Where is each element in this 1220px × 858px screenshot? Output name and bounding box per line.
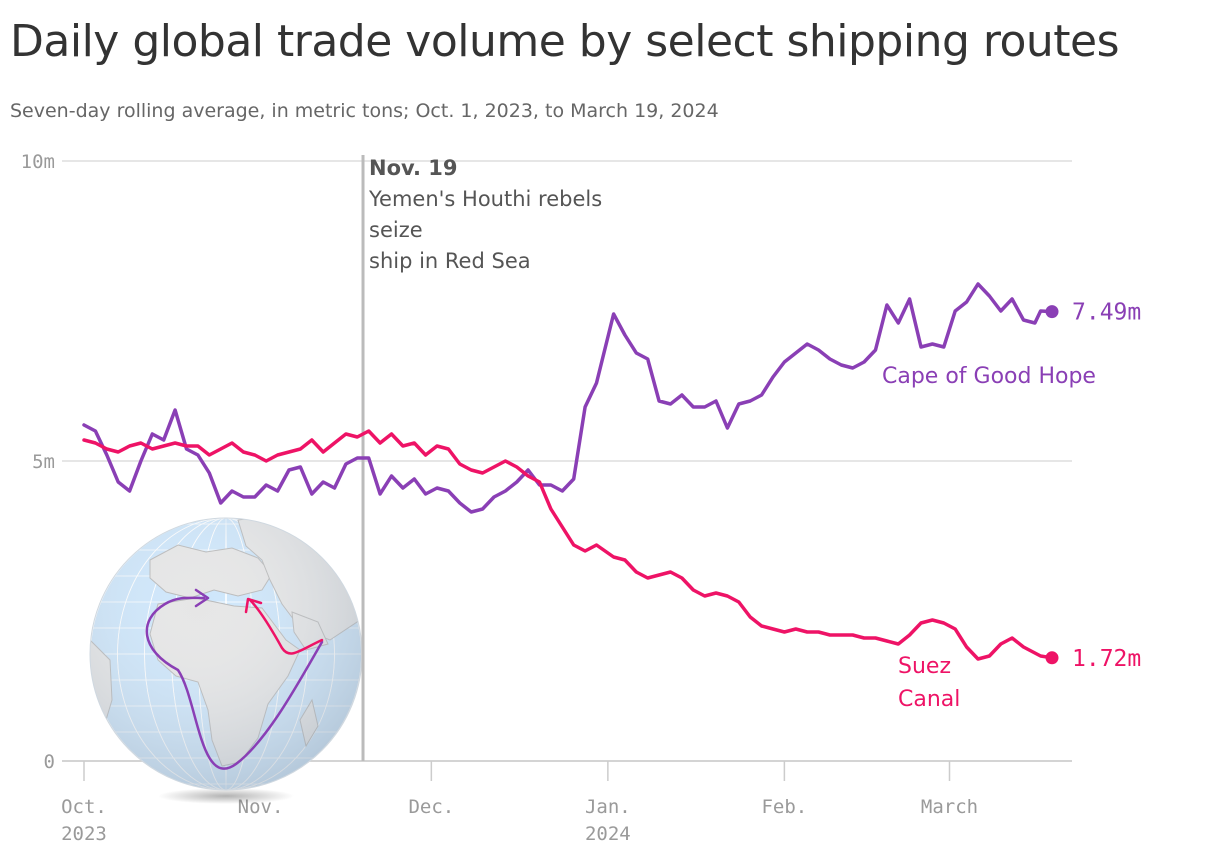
suez-canal-end-point <box>1045 651 1059 665</box>
chart-subtitle: Seven-day rolling average, in metric ton… <box>10 100 719 122</box>
y-axis-ticks: 0 5m 10m <box>21 151 55 773</box>
y-tick-label: 5m <box>32 451 55 473</box>
event-annotation: Nov. 19 Yemen's Houthi rebels seize ship in… <box>361 155 602 761</box>
cape-of-good-hope-end-label: 7.49m <box>1072 300 1141 326</box>
annotation-title: Nov. 19 <box>369 156 458 180</box>
suez-canal-name-label: Canal <box>898 687 960 712</box>
suez-canal-end-label: 1.72m <box>1072 646 1141 672</box>
cape-of-good-hope-end-point <box>1045 305 1059 319</box>
cape-of-good-hope-line <box>82 282 1054 514</box>
annotation-text: ship in Red Sea <box>369 249 531 273</box>
globe-shading <box>90 518 362 790</box>
cape-route-arrowhead <box>194 588 210 608</box>
globe-map-inset <box>89 517 363 804</box>
x-tick-label: Oct. <box>61 796 107 818</box>
annotation-text: Yemen's Houthi rebels <box>368 187 602 211</box>
x-tick-label: 2023 <box>61 823 107 845</box>
y-tick-label: 0 <box>44 751 55 773</box>
x-tick-label: Jan. <box>585 796 631 818</box>
cape-of-good-hope-name-label: Cape of Good Hope <box>882 364 1096 389</box>
cape-route-arrow <box>145 596 324 770</box>
x-tick-label: 2024 <box>585 823 631 845</box>
chart-title: Daily global trade volume by select ship… <box>10 16 1120 67</box>
x-tick-label: Dec. <box>408 796 454 818</box>
globe-shadow <box>158 788 294 804</box>
x-tick-label: March <box>921 796 978 818</box>
suez-canal-line <box>82 429 1054 661</box>
series-lines: 7.49m Cape of Good Hope 1.72m Suez Canal <box>82 282 1141 712</box>
x-tick-label: Feb. <box>761 796 807 818</box>
suez-route-arrow <box>248 598 324 655</box>
suez-canal-name-label: Suez <box>898 654 951 679</box>
suez-route-arrowhead <box>244 597 263 614</box>
y-tick-label: 10m <box>21 151 55 173</box>
annotation-text: seize <box>369 218 423 242</box>
